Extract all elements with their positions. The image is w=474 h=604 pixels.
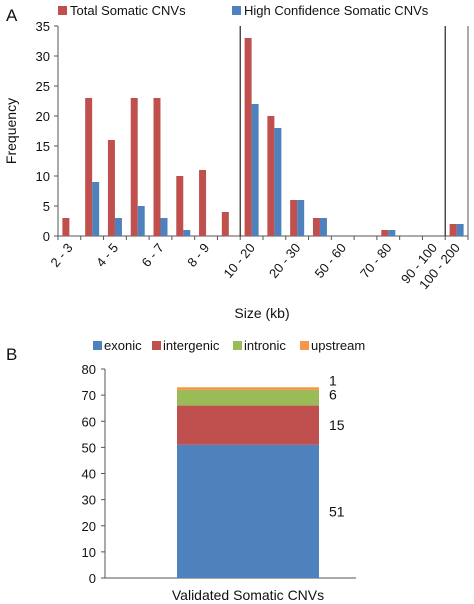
- bar-total: [221, 212, 229, 236]
- bar-high-confidence: [297, 200, 305, 236]
- y-tick-label: 30: [36, 49, 50, 64]
- bar-high-confidence: [456, 224, 464, 236]
- x-tick-label: 50 - 60: [312, 240, 350, 281]
- legend-label-intronic: intronic: [244, 338, 286, 353]
- x-tick-label: 20 - 30: [266, 240, 304, 281]
- legend-swatch-intergenic: [152, 341, 161, 350]
- stack-segment-intronic: [177, 389, 319, 406]
- y-tick-label: 30: [82, 493, 96, 508]
- bar-total: [244, 38, 252, 236]
- bar-high-confidence: [160, 218, 168, 236]
- y-tick-label: 0: [43, 229, 50, 244]
- legend-label-total: Total Somatic CNVs: [70, 3, 186, 18]
- bar-total: [267, 116, 275, 236]
- data-label-upstream: 1: [329, 373, 337, 389]
- legend-swatch-intronic: [233, 341, 242, 350]
- stack-segment-upstream: [177, 387, 319, 390]
- y-tick-label: 35: [36, 19, 50, 34]
- data-label-exonic: 51: [329, 503, 345, 519]
- x-tick-label: 10 - 20: [220, 240, 258, 281]
- bar-total: [381, 230, 389, 236]
- y-tick-label: 70: [82, 388, 96, 403]
- y-tick-label: 0: [89, 571, 96, 586]
- bar-total: [199, 170, 207, 236]
- bar-total: [130, 98, 138, 236]
- panel-b-label: B: [6, 345, 17, 364]
- x-tick-label: 70 - 80: [357, 240, 395, 281]
- chart-a: 0 5 10 15 20 25 30 35 2 - 3 4 - 5 6 - 7 8 - 9 10 - 2…: [3, 3, 469, 321]
- bar-total: [153, 98, 161, 236]
- y-tick-label: 10: [36, 169, 50, 184]
- stack-segment-intergenic: [177, 405, 319, 445]
- y-tick-label: 80: [82, 362, 96, 377]
- legend-label-upstream: upstream: [311, 338, 365, 353]
- x-tick-label: 4 - 5: [93, 240, 121, 270]
- legend-swatch-exonic: [93, 341, 102, 350]
- y-tick-label: 20: [82, 519, 96, 534]
- y-tick-label: 5: [43, 199, 50, 214]
- y-tick-label: 50: [82, 440, 96, 455]
- bar-high-confidence: [388, 230, 396, 236]
- stack-segment-exonic: [177, 444, 319, 578]
- x-category-label: Validated Somatic CNVs: [172, 587, 324, 603]
- bar-total: [85, 98, 93, 236]
- bar-high-confidence: [137, 206, 145, 236]
- x-tick-label: 6 - 7: [139, 240, 167, 270]
- legend: exonic intergenic intronic upstream: [93, 338, 365, 353]
- bar-high-confidence: [251, 104, 259, 236]
- panel-a-label: A: [6, 6, 18, 25]
- y-tick-label: 25: [36, 79, 50, 94]
- y-tick-label: 40: [82, 467, 96, 482]
- y-tick-label: 60: [82, 414, 96, 429]
- data-label-intergenic: 15: [329, 417, 345, 433]
- bar-total: [107, 140, 115, 236]
- bar-high-confidence: [183, 230, 191, 236]
- x-tick-label: 2 - 3: [47, 240, 75, 270]
- legend-label-intergenic: intergenic: [163, 338, 220, 353]
- chart-b: 0 10 20 30 40 50 60 70 80 51 15 61 Validated Somatic…: [82, 338, 366, 603]
- bar-high-confidence: [114, 218, 122, 236]
- bar-total: [290, 200, 298, 236]
- bar-high-confidence: [274, 128, 282, 236]
- y-tick-label: 10: [82, 545, 96, 560]
- y-axis-title: Frequency: [3, 98, 19, 164]
- x-axis-title: Size (kb): [234, 305, 289, 321]
- legend-label-high-confidence: High Confidence Somatic CNVs: [244, 3, 429, 18]
- data-label-intronic: 6: [329, 387, 337, 403]
- legend-swatch-total: [58, 6, 67, 15]
- bar-total: [312, 218, 320, 236]
- legend: Total Somatic CNVs High Confidence Somati…: [58, 3, 429, 18]
- y-tick-label: 15: [36, 139, 50, 154]
- legend-swatch-high-confidence: [232, 6, 241, 15]
- x-tick-label: 8 - 9: [184, 240, 212, 270]
- bar-high-confidence: [319, 218, 327, 236]
- bar-total: [62, 218, 70, 236]
- legend-swatch-upstream: [300, 341, 309, 350]
- bar-total: [449, 224, 457, 236]
- y-tick-label: 20: [36, 109, 50, 124]
- legend-label-exonic: exonic: [104, 338, 142, 353]
- bar-total: [176, 176, 184, 236]
- bar-high-confidence: [92, 182, 100, 236]
